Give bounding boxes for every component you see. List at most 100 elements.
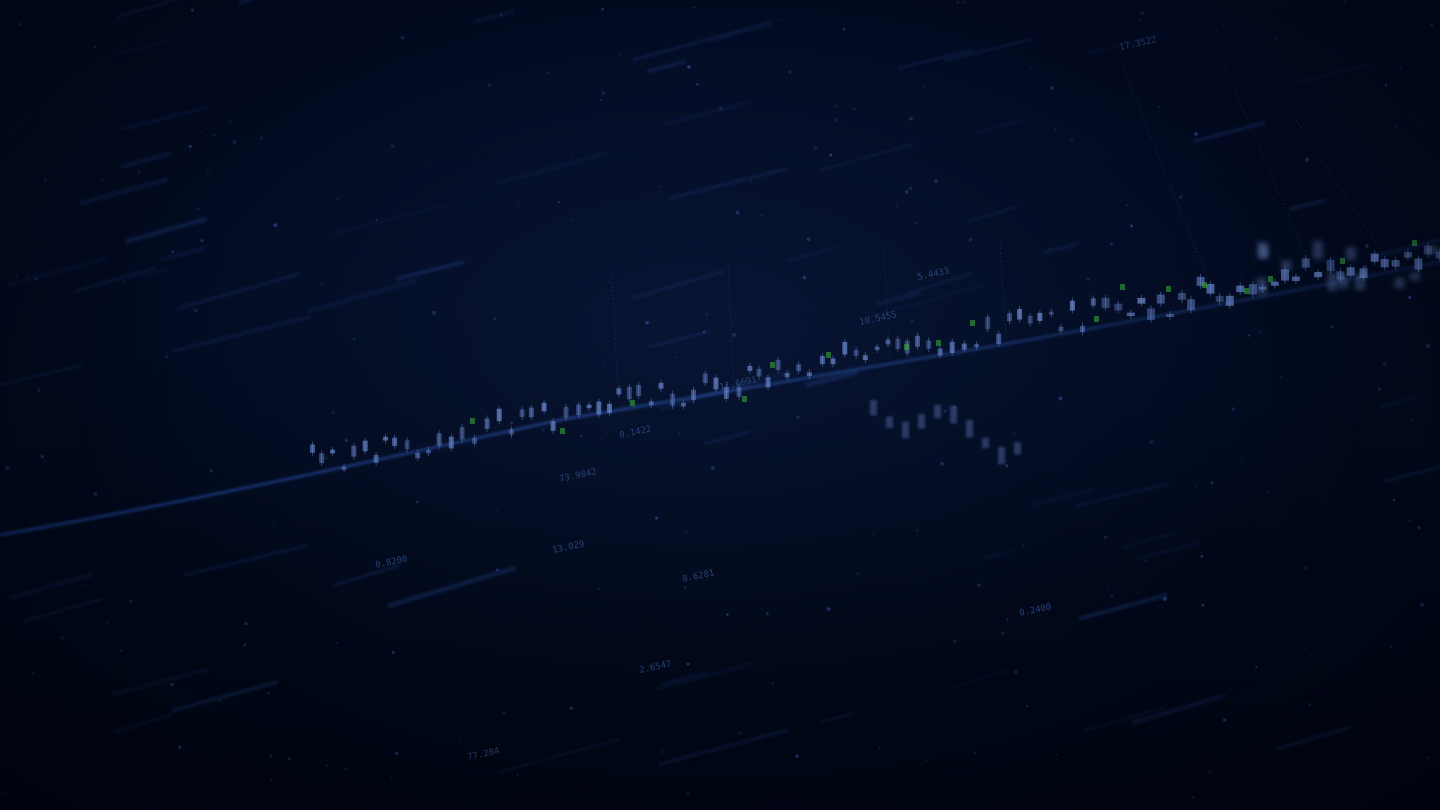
candle-dip [950, 405, 957, 424]
dot [459, 740, 462, 743]
dotted-guide-lines [611, 54, 1381, 396]
streak [121, 151, 172, 169]
candle-blur [1394, 277, 1405, 289]
dot [1305, 157, 1310, 162]
guide-line [999, 239, 1007, 341]
streak [1078, 593, 1169, 621]
dot [1200, 554, 1204, 558]
dot [806, 237, 811, 242]
candle-body [670, 393, 676, 406]
dot [856, 572, 859, 575]
dot [872, 534, 874, 536]
dot [1194, 132, 1199, 136]
dot [228, 120, 231, 123]
candle-body [842, 341, 848, 355]
dot [1013, 669, 1018, 674]
dot [390, 144, 395, 148]
candle-body [1248, 284, 1257, 295]
candle-body [1007, 313, 1013, 322]
streak [973, 118, 1028, 135]
dot [36, 388, 41, 393]
candle-body [985, 316, 991, 330]
dot [569, 706, 573, 710]
dot [510, 421, 513, 425]
green-marker [1166, 286, 1171, 292]
streak [966, 205, 1018, 224]
candle-body [310, 444, 315, 453]
dot [1420, 602, 1425, 607]
dot [945, 707, 948, 709]
candle-dip [886, 416, 893, 428]
dot [364, 383, 366, 385]
dot [18, 22, 22, 26]
dot [725, 613, 729, 616]
dot [171, 250, 174, 253]
streak [113, 713, 173, 734]
candle-body [596, 401, 602, 415]
dot [1412, 373, 1414, 375]
dot [500, 13, 503, 16]
candle-body [974, 343, 980, 348]
streak [646, 59, 686, 74]
dot [571, 217, 575, 221]
dot [169, 152, 172, 155]
dot [375, 218, 378, 221]
streak [1382, 464, 1440, 484]
dot [1429, 22, 1434, 27]
dot [496, 509, 498, 512]
dot [423, 808, 425, 810]
streak [632, 20, 773, 62]
dot [973, 751, 976, 754]
streak [7, 256, 108, 287]
floating-numbers: 5.443311.669173.984210.545517.352213.029… [375, 35, 1158, 763]
streak [9, 572, 95, 600]
candle-body [1048, 311, 1054, 315]
candle-body [784, 373, 790, 378]
streak [22, 598, 103, 623]
candle-body [404, 440, 410, 450]
streak [819, 712, 855, 723]
candle-body [1101, 297, 1110, 308]
streak [876, 291, 921, 306]
candle-body [690, 389, 696, 401]
dot [602, 91, 605, 95]
streak [307, 278, 418, 314]
streak [238, 0, 256, 5]
dot [732, 333, 736, 337]
dot [3, 791, 7, 795]
dot [1208, 771, 1212, 774]
candle-body [519, 409, 525, 417]
dot [353, 337, 356, 340]
dot [288, 757, 292, 761]
dot [1000, 631, 1005, 636]
candle-body [885, 339, 891, 345]
dot [1304, 647, 1306, 650]
dot [923, 86, 926, 88]
dot [81, 161, 84, 164]
dot [1427, 756, 1430, 760]
green-marker [630, 400, 635, 406]
dot [391, 650, 395, 655]
candle-body [351, 445, 357, 457]
dot [43, 178, 48, 183]
candle-body [392, 437, 398, 446]
candle-body [996, 333, 1002, 345]
dot [101, 178, 104, 181]
dot [1130, 224, 1134, 228]
dot [1255, 665, 1258, 669]
candle-body [1126, 312, 1135, 317]
dot [780, 19, 783, 21]
dot [326, 764, 329, 767]
dot [711, 466, 715, 471]
dot [1025, 705, 1029, 708]
dot [1025, 352, 1028, 355]
candle-body [1177, 292, 1186, 300]
dot [1006, 618, 1009, 621]
dot [909, 116, 913, 121]
dot [1258, 331, 1260, 333]
dot [600, 99, 603, 102]
dot [1408, 519, 1412, 523]
streak [333, 564, 401, 587]
dot [735, 210, 740, 215]
